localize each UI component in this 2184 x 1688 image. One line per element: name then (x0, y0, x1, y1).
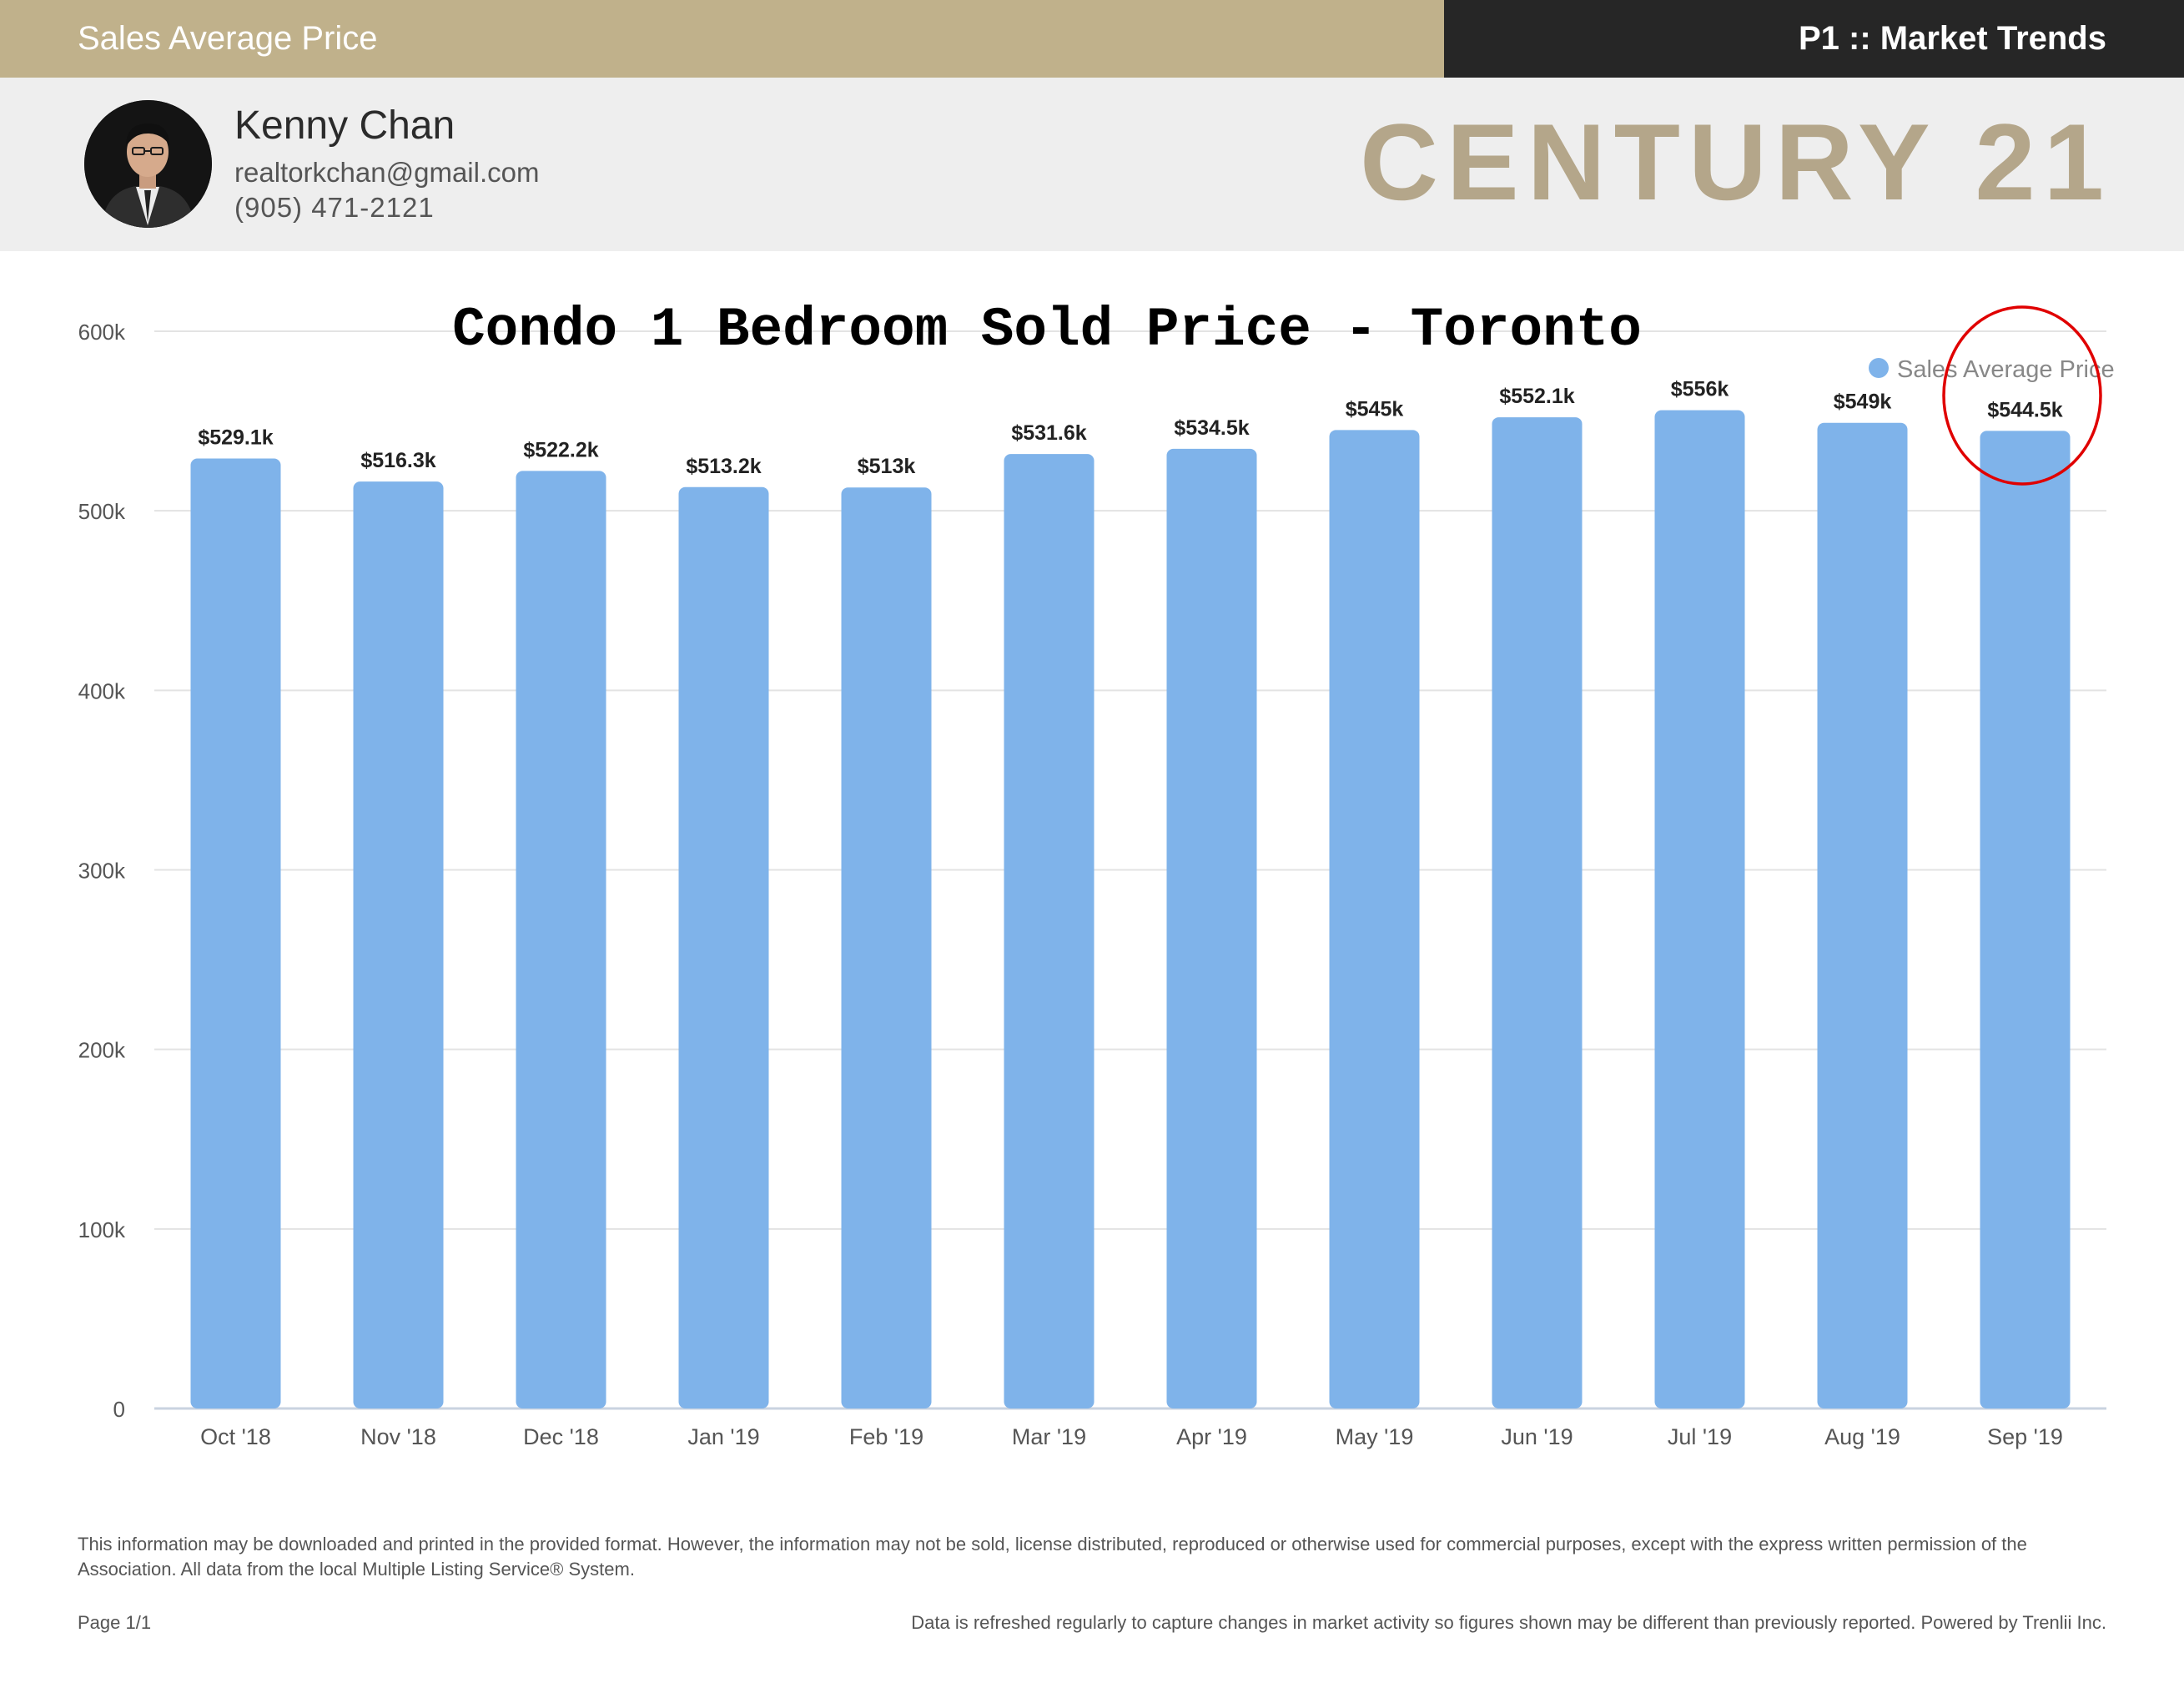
x-tick-label: Oct '18 (200, 1424, 271, 1449)
chart-bars (190, 410, 2071, 1408)
data-label: $544.5k (1987, 398, 2062, 421)
data-label: $516.3k (360, 449, 435, 472)
x-tick-label: Feb '19 (849, 1424, 923, 1449)
bar (1817, 422, 1908, 1408)
top-bar: Sales Average Price P1 :: Market Trends (0, 0, 2184, 78)
y-tick-label: 200k (78, 1038, 126, 1063)
data-label: $529.1k (198, 426, 273, 450)
bar (1492, 417, 1583, 1408)
data-label: $545k (1346, 397, 1404, 421)
data-label: $513k (858, 455, 916, 478)
y-tick-label: 600k (78, 320, 126, 345)
agent-email: realtorkchan@gmail.com (234, 157, 540, 188)
page-label: P1 :: Market Trends (1444, 0, 2184, 78)
data-label: $513.2k (686, 455, 761, 478)
x-tick-label: Apr '19 (1176, 1424, 1247, 1449)
bar (1329, 430, 1420, 1408)
legend-label: Sales Average Price (1897, 356, 2115, 383)
chart-grid (154, 330, 2106, 1410)
data-label: $534.5k (1174, 416, 1249, 440)
y-tick-label: 300k (78, 859, 126, 884)
century21-logo: CENTURY 21 (1360, 101, 2112, 223)
footer-page-number: Page 1/1 (78, 1612, 152, 1633)
bar (190, 458, 281, 1408)
agent-photo-icon (84, 100, 212, 228)
x-tick-label: May '19 (1336, 1424, 1414, 1449)
footer-disclaimer: This information may be downloaded and p… (78, 1534, 2027, 1580)
x-tick-label: Nov '18 (360, 1424, 436, 1449)
bar (1980, 431, 2071, 1408)
y-axis-ticks: 0 100k 200k 300k 400k 500k 600k (78, 320, 126, 1422)
agent-name: Kenny Chan (234, 103, 455, 148)
chart-legend: Sales Average Price (1869, 356, 2115, 383)
bar (1654, 410, 1745, 1408)
bar (678, 486, 769, 1408)
agent-header: Kenny Chan realtorkchan@gmail.com (905) … (0, 78, 2184, 251)
legend-marker (1869, 358, 1889, 378)
bar-chart: 0 100k 200k 300k 400k 500k 600k $529.1k $516.3k… (78, 299, 2115, 1449)
section-title: Sales Average Price (0, 0, 1444, 78)
x-tick-label: Dec '18 (523, 1424, 599, 1449)
y-tick-label: 0 (113, 1397, 125, 1422)
data-label: $552.1k (1499, 385, 1574, 408)
agent-phone: (905) 471-2121 (234, 192, 435, 223)
data-label: $556k (1671, 378, 1729, 401)
chart-data-labels: $529.1k $516.3k $522.2k $513.2k $513k $531.6k… (198, 378, 2062, 479)
bar (516, 471, 606, 1408)
y-tick-label: 400k (78, 678, 126, 703)
y-tick-label: 500k (78, 499, 126, 524)
bar (1166, 448, 1257, 1408)
footer-refresh-note: Data is refreshed regularly to capture c… (911, 1612, 2106, 1633)
data-label: $522.2k (523, 438, 598, 461)
x-tick-label: Sep '19 (1987, 1424, 2063, 1449)
bar (353, 481, 444, 1408)
data-label: $549k (1834, 391, 1892, 414)
highlight-circle (1942, 305, 2102, 486)
x-tick-label: Jun '19 (1501, 1424, 1573, 1449)
agent-avatar (84, 100, 212, 228)
bar (1004, 454, 1095, 1408)
x-tick-label: Mar '19 (1012, 1424, 1086, 1449)
chart-title: Condo 1 Bedroom Sold Price - Toronto (452, 299, 1642, 361)
x-tick-label: Jan '19 (687, 1424, 759, 1449)
bar (841, 487, 932, 1408)
x-tick-label: Aug '19 (1824, 1424, 1900, 1449)
y-tick-label: 100k (78, 1217, 126, 1242)
data-label: $531.6k (1011, 421, 1086, 445)
x-tick-label: Jul '19 (1668, 1424, 1732, 1449)
x-axis-ticks: Oct '18 Nov '18 Dec '18 Jan '19 Feb '19 Mar '… (200, 1424, 2063, 1449)
